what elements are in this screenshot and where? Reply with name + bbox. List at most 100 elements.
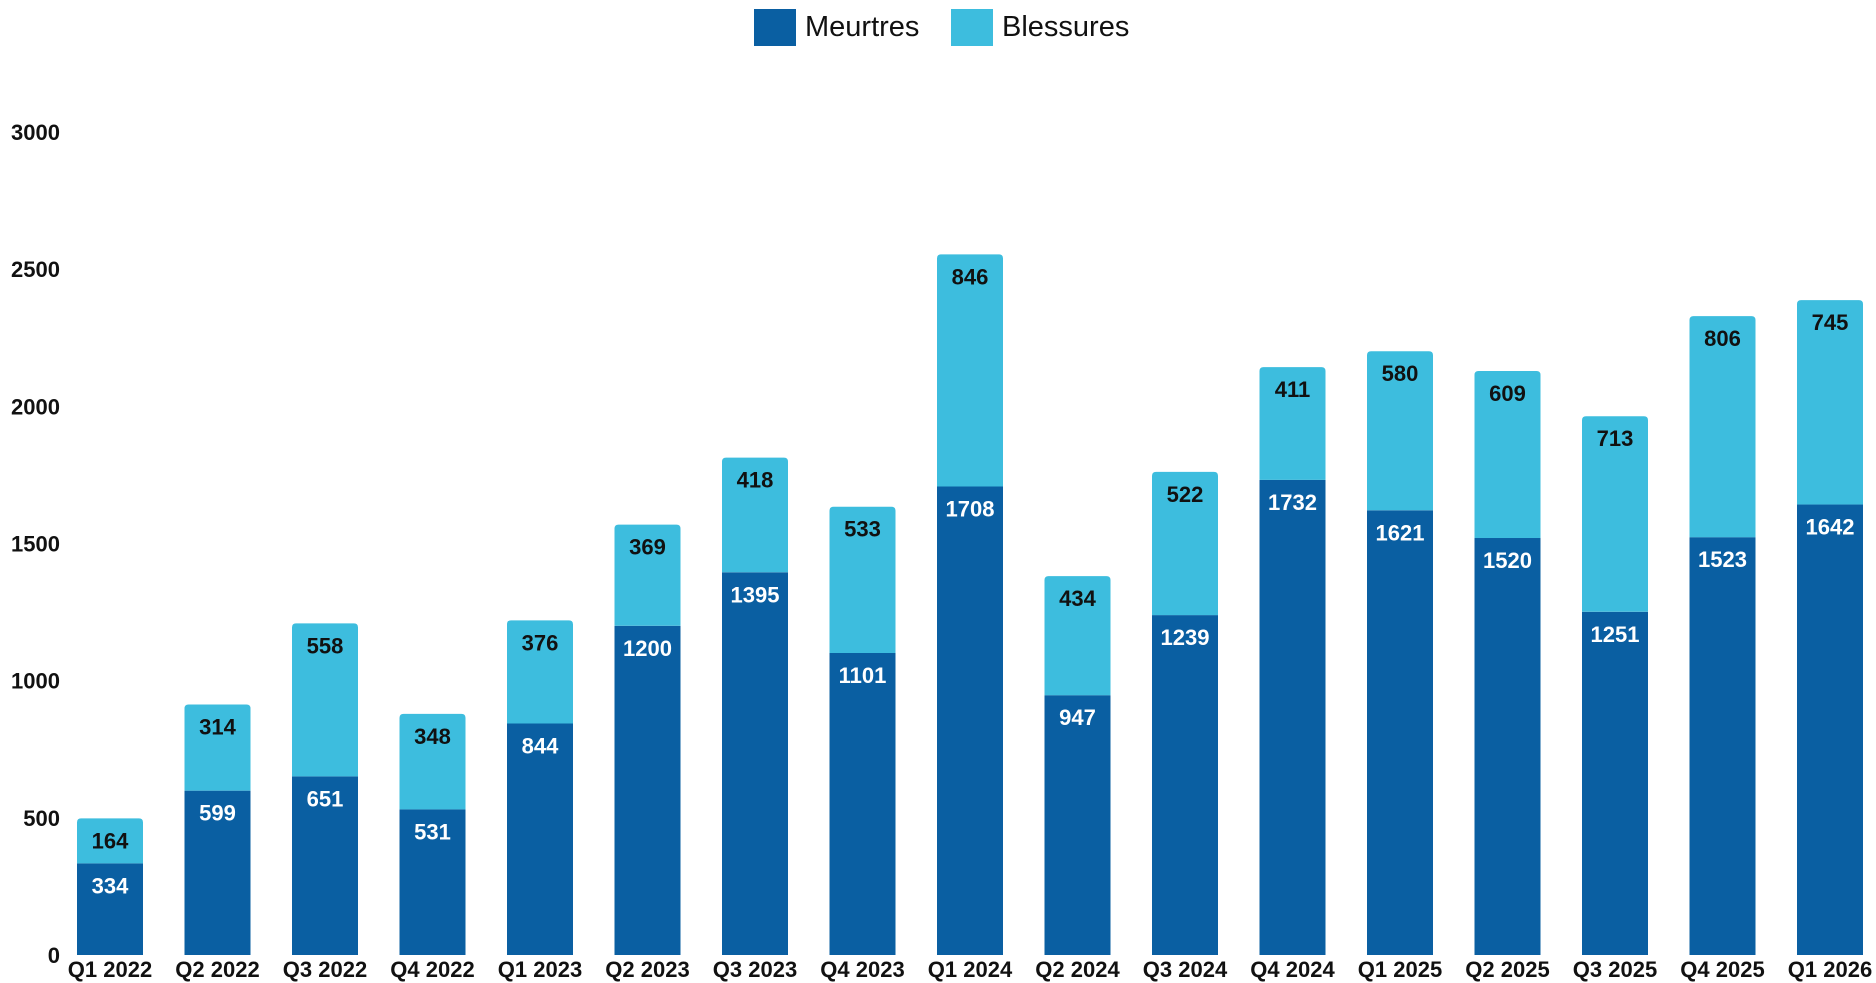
data-label-meurtres: 1642 [1806, 515, 1855, 540]
data-labels: 334 164 599 314 651 558 531 348 844 376 1200 369 139… [92, 264, 1855, 898]
legend-label-meurtres: Meurtres [805, 11, 919, 43]
legend-swatch-meurtres [754, 9, 796, 46]
bar-blessures [937, 254, 1003, 487]
x-tick-label: Q3 2022 [283, 957, 367, 982]
x-tick-label: Q4 2025 [1680, 957, 1764, 982]
data-label-blessures: 609 [1489, 381, 1526, 406]
y-tick-label: 0 [48, 943, 60, 968]
data-label-blessures: 314 [199, 715, 236, 740]
data-label-blessures: 522 [1167, 482, 1204, 507]
data-label-meurtres: 1520 [1483, 548, 1532, 573]
data-label-blessures: 558 [307, 633, 344, 658]
data-label-meurtres: 599 [199, 801, 236, 826]
data-label-meurtres: 947 [1059, 705, 1096, 730]
legend-label-blessures: Blessures [1002, 11, 1129, 43]
bar-blessures [722, 457, 788, 573]
data-label-blessures: 713 [1597, 426, 1634, 451]
data-label-meurtres: 1732 [1268, 490, 1317, 515]
bar-meurtres [184, 790, 251, 955]
bar-meurtres [1474, 538, 1541, 955]
data-label-meurtres: 1251 [1591, 622, 1640, 647]
data-label-blessures: 369 [629, 535, 666, 560]
legend-swatch-blessures [951, 9, 993, 46]
bar-meurtres [614, 625, 681, 955]
x-tick-label: Q2 2022 [175, 957, 259, 982]
data-label-meurtres: 1101 [839, 663, 887, 688]
bar-meurtres [722, 572, 788, 955]
bar-blessures [1152, 471, 1218, 616]
x-tick-label: Q3 2025 [1573, 957, 1657, 982]
bar-blessures [399, 713, 466, 810]
data-label-blessures: 580 [1382, 361, 1419, 386]
x-tick-label: Q2 2024 [1035, 957, 1120, 982]
x-tick-label: Q4 2023 [820, 957, 904, 982]
y-tick-label: 2500 [11, 257, 60, 282]
y-tick-label: 500 [23, 806, 60, 831]
bar-blessures [77, 818, 143, 864]
bar-blessures [829, 506, 896, 653]
data-label-meurtres: 651 [307, 786, 344, 811]
bar-blessures [614, 524, 681, 626]
bar-blessures [1367, 351, 1433, 511]
x-tick-label: Q3 2023 [713, 957, 797, 982]
bar-meurtres [1689, 537, 1756, 955]
y-axis: 0 500 1000 1500 2000 2500 3000 [11, 120, 60, 968]
data-label-meurtres: 1523 [1698, 547, 1747, 572]
data-label-meurtres: 531 [414, 819, 451, 844]
x-tick-label: Q1 2023 [498, 957, 582, 982]
bar-blessures [1474, 370, 1541, 539]
bar-blessures [1259, 367, 1326, 480]
y-tick-label: 2000 [11, 394, 60, 419]
x-tick-label: Q4 2024 [1250, 957, 1335, 982]
bar-meurtres [77, 863, 143, 955]
bar-blessures [1797, 300, 1863, 505]
bar-blessures [292, 623, 358, 777]
bar-meurtres [1367, 510, 1433, 955]
y-tick-label: 3000 [11, 120, 60, 145]
bar-meurtres [1259, 479, 1326, 955]
bar-meurtres [399, 809, 466, 955]
legend: Meurtres Blessures [754, 9, 1129, 46]
data-label-blessures: 745 [1812, 310, 1849, 335]
data-label-meurtres: 1395 [731, 582, 780, 607]
x-tick-label: Q3 2024 [1143, 957, 1228, 982]
y-tick-label: 1500 [11, 532, 60, 557]
data-label-meurtres: 1708 [946, 496, 995, 521]
bar-meurtres [292, 776, 358, 955]
data-label-blessures: 418 [737, 468, 774, 493]
bar-meurtres [1582, 611, 1648, 955]
x-tick-label: Q2 2025 [1465, 957, 1549, 982]
x-tick-label: Q1 2026 [1788, 957, 1872, 982]
data-label-blessures: 411 [1275, 377, 1311, 402]
data-label-blessures: 164 [92, 828, 129, 853]
data-label-meurtres: 1200 [623, 636, 672, 661]
bar-meurtres [1152, 615, 1218, 955]
bar-meurtres [1044, 695, 1111, 955]
x-tick-label: Q1 2022 [68, 957, 152, 982]
data-label-blessures: 376 [522, 630, 559, 655]
data-label-meurtres: 1239 [1161, 625, 1210, 650]
bar-blessures [507, 620, 573, 724]
y-tick-label: 1000 [11, 669, 60, 694]
data-label-blessures: 533 [844, 517, 881, 542]
x-axis: Q1 2022 Q2 2022 Q3 2022 Q4 2022 Q1 2023 Q2 20… [68, 957, 1872, 982]
x-tick-label: Q1 2024 [928, 957, 1013, 982]
bar-meurtres [1797, 504, 1863, 955]
data-label-blessures: 806 [1704, 326, 1741, 351]
x-tick-label: Q1 2025 [1358, 957, 1442, 982]
bar-blessures [1044, 576, 1111, 696]
bar-meurtres [829, 652, 896, 955]
x-tick-label: Q4 2022 [390, 957, 474, 982]
data-label-blessures: 846 [952, 264, 989, 289]
bar-blessures [1689, 316, 1756, 538]
data-label-blessures: 348 [414, 724, 451, 749]
bar-blessures [184, 704, 251, 791]
data-label-meurtres: 1621 [1376, 520, 1425, 545]
bar-meurtres [507, 723, 573, 955]
bars [77, 254, 1863, 955]
data-label-blessures: 434 [1059, 586, 1096, 611]
x-tick-label: Q2 2023 [605, 957, 689, 982]
bar-blessures [1582, 416, 1648, 612]
